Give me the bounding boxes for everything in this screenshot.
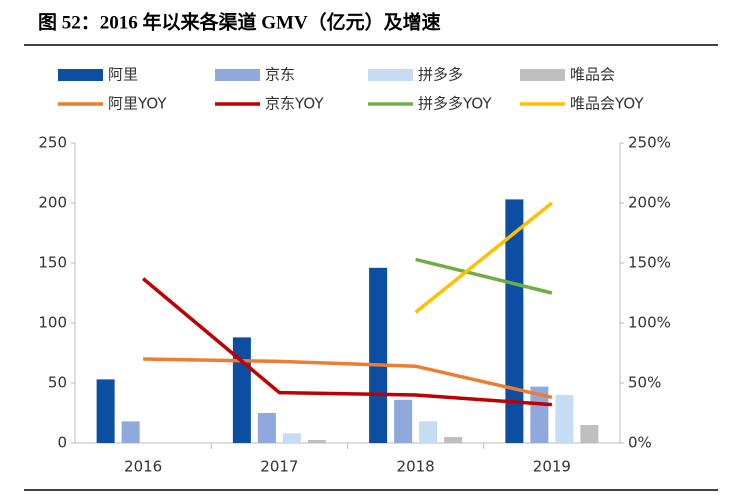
bar xyxy=(419,421,438,443)
bar xyxy=(444,437,463,443)
legend-label: 京东YOY xyxy=(265,95,324,113)
legend-label: 拼多多YOY xyxy=(418,95,492,113)
line xyxy=(143,357,553,400)
bar xyxy=(369,267,388,443)
bar xyxy=(96,379,115,443)
y2-tick-label: 100% xyxy=(628,314,671,332)
legend-swatch xyxy=(368,69,413,81)
legend-label: 阿里 xyxy=(108,66,138,84)
legend-swatch xyxy=(58,69,103,81)
line xyxy=(415,257,553,295)
legend-label: 拼多多 xyxy=(418,66,463,84)
y-tick-label: 0 xyxy=(57,434,67,452)
x-tick-label: 2018 xyxy=(397,458,435,476)
y2-tick-label: 250% xyxy=(628,134,671,152)
x-tick-label: 2016 xyxy=(124,458,162,476)
y-tick-label: 50 xyxy=(48,374,67,392)
y-tick-label: 200 xyxy=(38,194,67,212)
bar xyxy=(555,395,574,443)
y2-tick-label: 200% xyxy=(628,194,671,212)
y-tick-label: 100 xyxy=(38,314,67,332)
legend-label: 阿里YOY xyxy=(108,95,167,113)
y-tick-label: 250 xyxy=(38,134,67,152)
y2-tick-label: 50% xyxy=(628,374,661,392)
legend-swatch xyxy=(215,69,260,81)
bar xyxy=(505,199,524,443)
bar xyxy=(282,433,301,443)
legend-label: 京东 xyxy=(265,66,295,84)
bar xyxy=(232,337,251,443)
legend-label: 唯品会YOY xyxy=(570,95,644,113)
bar xyxy=(580,425,599,443)
line xyxy=(414,201,553,314)
x-tick-label: 2019 xyxy=(533,458,571,476)
chart-title: 图 52：2016 年以来各渠道 GMV（亿元）及增速 xyxy=(38,10,441,33)
x-tick-label: 2017 xyxy=(260,458,298,476)
bar xyxy=(257,413,276,443)
y-tick-label: 150 xyxy=(38,254,67,272)
legend-swatch xyxy=(520,69,565,81)
bar xyxy=(121,421,140,443)
y2-tick-label: 0% xyxy=(628,434,652,452)
bar xyxy=(530,386,549,443)
bar xyxy=(307,440,326,443)
bar xyxy=(394,399,413,443)
legend-label: 唯品会 xyxy=(570,66,615,84)
y2-tick-label: 150% xyxy=(628,254,671,272)
line xyxy=(142,277,552,407)
